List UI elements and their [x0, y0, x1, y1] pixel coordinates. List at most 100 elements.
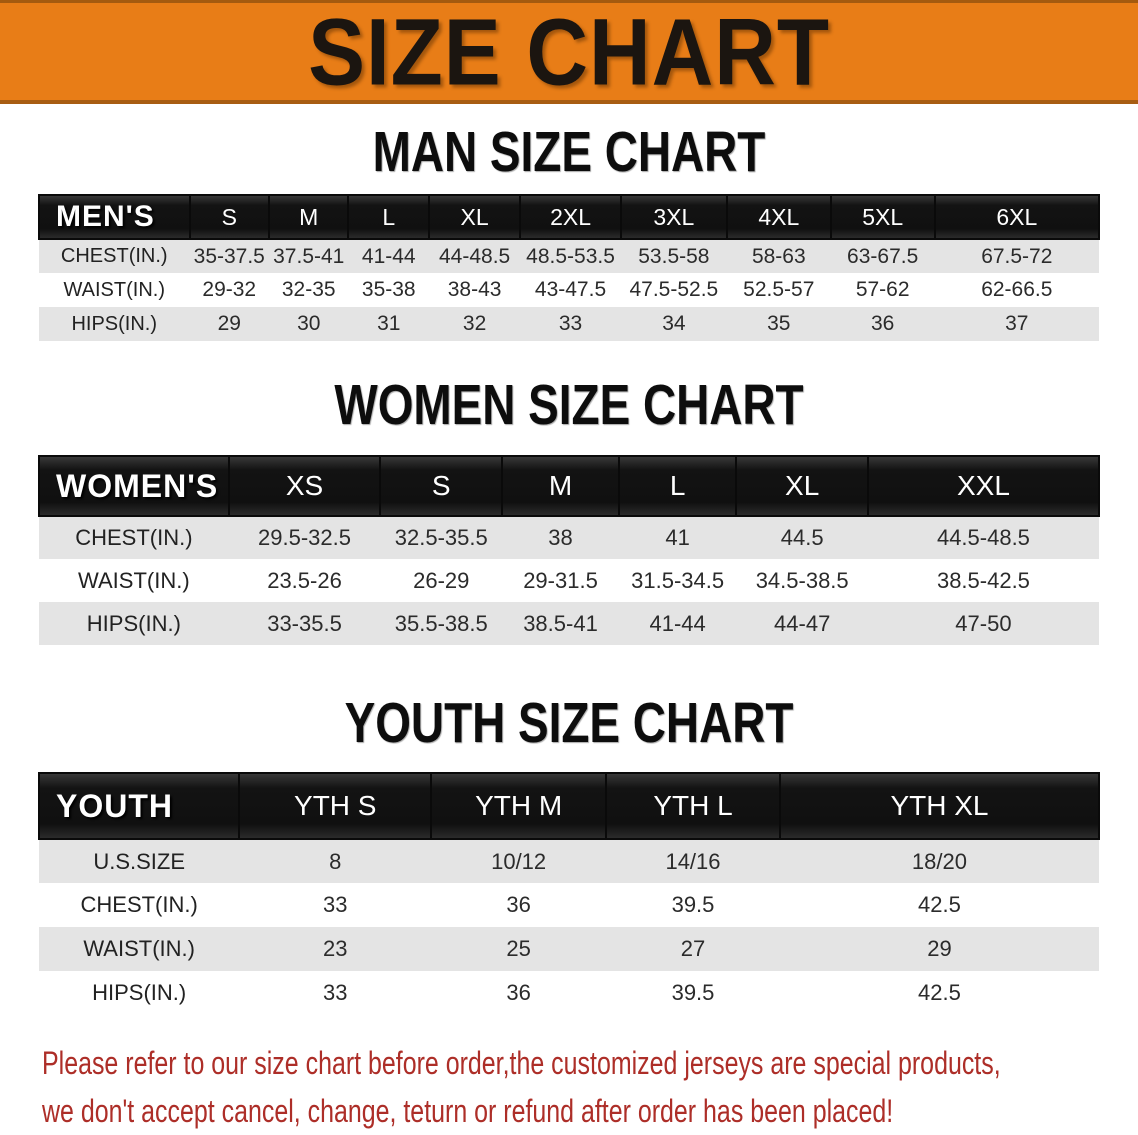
size-column-header: YTH S	[238, 772, 433, 840]
table-row: CHEST(IN.) 33 36 39.5 42.5	[39, 883, 1099, 927]
women-heading-text: WOMEN SIZE CHART	[334, 373, 804, 437]
size-value-cell: 47-50	[955, 610, 1012, 636]
women-table-label: WOMEN'S	[38, 455, 230, 517]
size-value-cell: 8	[329, 848, 342, 874]
size-value-cell: 35-38	[361, 278, 416, 301]
size-column-header: 2XL	[519, 194, 622, 240]
size-column-header: M	[501, 455, 620, 517]
disclaimer-line-1: Please refer to our size chart before or…	[42, 1045, 1001, 1081]
size-value-cell: 36	[506, 980, 531, 1005]
size-value-cell: 42.5	[918, 892, 961, 917]
man-section-heading: MAN SIZE CHART	[0, 121, 1138, 184]
size-value-cell: 38-43	[447, 278, 502, 301]
size-value-cell: 35.5-38.5	[394, 610, 488, 636]
size-value-cell: 33	[558, 312, 583, 335]
size-value-cell: 34.5-38.5	[755, 567, 849, 593]
size-value-cell: 42.5	[918, 980, 961, 1005]
size-value-cell: 18/20	[911, 848, 967, 874]
size-column-header: L	[617, 455, 738, 517]
measurement-label: HIPS(IN.)	[86, 610, 181, 636]
size-value-cell: 36	[506, 892, 531, 917]
table-row: WAIST(IN.) 29-32 32-35 35-38 38-43 43-47.5 47.…	[39, 273, 1099, 307]
size-value-cell: 35-37.5	[193, 244, 265, 268]
size-value-cell: 53.5-58	[638, 244, 710, 268]
youth-size-table: YOUTH YTH S YTH M YTH L YTH XL U.S.SIZE 8 10/…	[37, 772, 1101, 1015]
size-value-cell: 34	[662, 312, 686, 335]
size-value-cell: 44-48.5	[438, 244, 511, 268]
size-value-cell: 44-47	[774, 610, 831, 636]
size-value-cell: 57-62	[855, 278, 910, 301]
size-value-cell: 35	[767, 312, 791, 335]
measurement-label: U.S.SIZE	[93, 848, 185, 874]
women-size-table: WOMEN'S XS S M L XL XXL CHEST(IN.) 29.5-32.5 32…	[38, 455, 1101, 645]
size-column-header: XL	[428, 194, 522, 240]
size-value-cell: 10/12	[491, 848, 547, 874]
size-value-cell: 37.5-41	[273, 244, 345, 268]
disclaimer: Please refer to our size chart before or…	[42, 1039, 1138, 1135]
women-header-row: WOMEN'S XS S M L XL XXL	[38, 455, 1101, 517]
size-value-cell: 38.5-41	[523, 610, 598, 636]
size-value-cell: 14/16	[665, 848, 721, 874]
size-value-cell: 47.5-52.5	[629, 278, 719, 301]
size-column-header: YTH XL	[778, 772, 1101, 840]
youth-table-label: YOUTH	[37, 772, 241, 840]
size-value-cell: 41-44	[649, 610, 706, 636]
size-column-header: YTH L	[605, 772, 781, 840]
size-value-cell: 33	[323, 892, 348, 917]
size-column-header: M	[267, 194, 350, 240]
size-value-cell: 33-35.5	[267, 610, 342, 636]
disclaimer-line-2: we don't accept cancel, change, teturn o…	[42, 1093, 894, 1129]
table-row: WAIST(IN.) 23.5-26 26-29 29-31.5 31.5-34.5 34…	[39, 559, 1099, 602]
size-value-cell: 32-35	[281, 278, 336, 301]
size-value-cell: 52.5-57	[743, 278, 815, 301]
size-value-cell: 44.5	[780, 525, 824, 550]
size-column-header: 6XL	[933, 194, 1101, 240]
measurement-label: CHEST(IN.)	[80, 892, 198, 917]
size-value-cell: 32.5-35.5	[394, 525, 488, 550]
size-value-cell: 23	[323, 936, 348, 961]
measurement-label: WAIST(IN.)	[78, 567, 190, 593]
table-row: WAIST(IN.) 23 25 27 29	[39, 927, 1099, 971]
women-section-heading: WOMEN SIZE CHART	[0, 374, 1138, 437]
size-value-cell: 39.5	[671, 892, 715, 917]
measurement-label: HIPS(IN.)	[92, 980, 187, 1005]
size-value-cell: 39.5	[671, 980, 715, 1005]
size-column-header: 4XL	[725, 194, 832, 240]
measurement-label: CHEST(IN.)	[60, 245, 168, 267]
size-value-cell: 48.5-53.5	[526, 244, 615, 268]
table-row: HIPS(IN.) 33-35.5 35.5-38.5 38.5-41 41-44 44-…	[39, 602, 1099, 645]
size-value-cell: 38.5-42.5	[936, 567, 1030, 593]
table-row: HIPS(IN.) 29 30 31 32 33 34 35 36 37	[39, 307, 1099, 341]
size-value-cell: 30	[297, 312, 321, 335]
size-value-cell: 58-63	[751, 244, 806, 268]
men-header-row: MEN'S S M L XL 2XL 3XL 4XL 5XL 6XL	[38, 194, 1101, 240]
men-size-table: MEN'S S M L XL 2XL 3XL 4XL 5XL 6XL CHEST(IN.) 35-…	[38, 194, 1101, 341]
size-value-cell: 37	[1005, 312, 1029, 335]
size-value-cell: 62-66.5	[981, 278, 1053, 301]
size-column-header: S	[379, 455, 504, 517]
size-column-header: XL	[735, 455, 869, 517]
size-value-cell: 23.5-26	[267, 567, 342, 593]
size-chart-banner: SIZE CHART	[0, 0, 1138, 104]
size-column-header: S	[188, 194, 271, 240]
table-row: CHEST(IN.) 29.5-32.5 32.5-35.5 38 41 44.5 44.5…	[39, 516, 1099, 559]
size-value-cell: 29-32	[202, 278, 257, 301]
size-value-cell: 31	[377, 312, 401, 335]
size-value-cell: 43-47.5	[534, 278, 607, 301]
size-value-cell: 29	[927, 936, 952, 961]
size-value-cell: 29-31.5	[523, 567, 598, 593]
measurement-label: CHEST(IN.)	[75, 525, 193, 550]
youth-section-heading: YOUTH SIZE CHART	[0, 692, 1138, 755]
size-value-cell: 29.5-32.5	[258, 525, 351, 550]
size-value-cell: 32	[462, 312, 487, 335]
size-value-cell: 41-44	[361, 244, 416, 268]
youth-header-row: YOUTH YTH S YTH M YTH L YTH XL	[37, 772, 1101, 840]
size-value-cell: 31.5-34.5	[631, 567, 725, 593]
size-value-cell: 29	[217, 312, 241, 335]
men-table-label: MEN'S	[38, 194, 191, 240]
size-column-header: L	[347, 194, 431, 240]
table-row: HIPS(IN.) 33 36 39.5 42.5	[39, 971, 1099, 1015]
size-value-cell: 25	[506, 936, 531, 961]
measurement-label: WAIST(IN.)	[63, 278, 165, 301]
size-column-header: YTH M	[430, 772, 608, 840]
